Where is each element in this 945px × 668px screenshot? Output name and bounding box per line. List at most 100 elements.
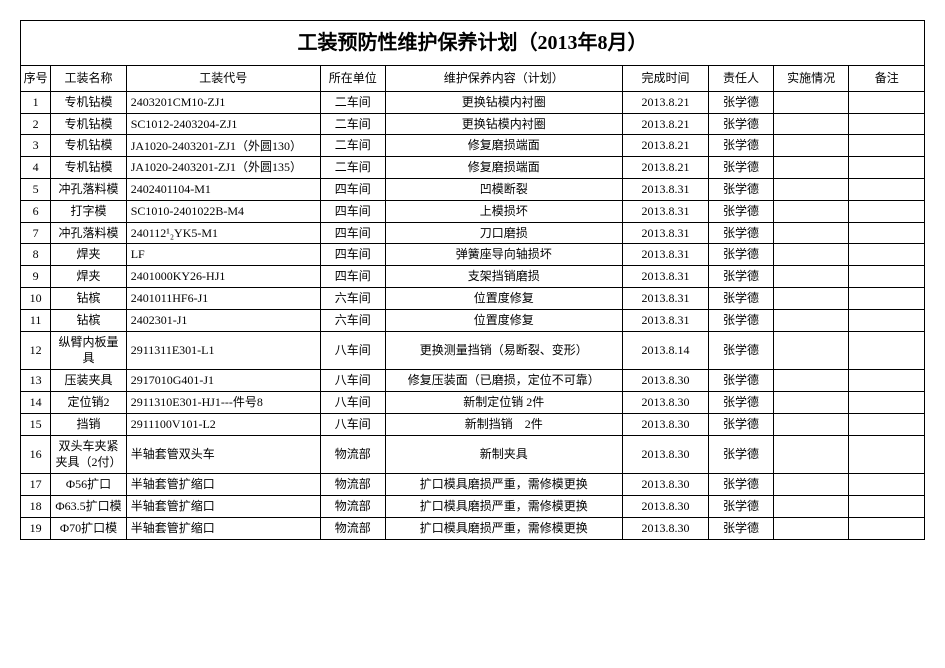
cell-seq: 19	[21, 517, 51, 539]
cell-code: 240112¹₂YK5-M1	[126, 222, 320, 244]
cell-dept: 八车间	[320, 331, 385, 370]
cell-name: 专机钻模	[51, 135, 127, 157]
table-row: 7冲孔落料模240112¹₂YK5-M1四车间刀口磨损2013.8.31张学德	[21, 222, 925, 244]
cell-seq: 2	[21, 113, 51, 135]
table-row: 10钻槟2401011HF6-J1六车间位置度修复2013.8.31张学德	[21, 287, 925, 309]
cell-time: 2013.8.31	[622, 222, 708, 244]
cell-name: Ф56扩口	[51, 474, 127, 496]
cell-dept: 四车间	[320, 178, 385, 200]
cell-seq: 5	[21, 178, 51, 200]
cell-time: 2013.8.30	[622, 370, 708, 392]
cell-name: 压装夹具	[51, 370, 127, 392]
cell-seq: 7	[21, 222, 51, 244]
cell-person: 张学德	[709, 91, 774, 113]
cell-content: 修复压装面（已磨损，定位不可靠）	[385, 370, 622, 392]
cell-remark	[849, 178, 925, 200]
cell-content: 支架挡销磨损	[385, 266, 622, 288]
cell-time: 2013.8.31	[622, 178, 708, 200]
cell-time: 2013.8.31	[622, 266, 708, 288]
table-row: 5冲孔落料模2402401104-M1四车间凹模断裂2013.8.31张学德	[21, 178, 925, 200]
cell-code: 2911100V101-L2	[126, 413, 320, 435]
cell-content: 位置度修复	[385, 287, 622, 309]
cell-status	[773, 495, 849, 517]
cell-time: 2013.8.21	[622, 157, 708, 179]
cell-seq: 9	[21, 266, 51, 288]
table-row: 19Ф70扩口模半轴套管扩缩口物流部扩口模具磨损严重，需修模更换2013.8.3…	[21, 517, 925, 539]
cell-remark	[849, 495, 925, 517]
cell-dept: 四车间	[320, 244, 385, 266]
cell-remark	[849, 474, 925, 496]
cell-content: 更换钻模内衬圈	[385, 91, 622, 113]
cell-person: 张学德	[709, 266, 774, 288]
document-container: 工装预防性维护保养计划（2013年8月） 序号工装名称工装代号所在单位维护保养内…	[20, 20, 925, 540]
cell-content: 扩口模具磨损严重，需修模更换	[385, 474, 622, 496]
cell-time: 2013.8.21	[622, 135, 708, 157]
cell-status	[773, 266, 849, 288]
cell-remark	[849, 157, 925, 179]
cell-seq: 8	[21, 244, 51, 266]
cell-name: 专机钻模	[51, 113, 127, 135]
cell-time: 2013.8.30	[622, 435, 708, 474]
table-row: 1专机钻模2403201CM10-ZJ1二车间更换钻模内衬圈2013.8.21张…	[21, 91, 925, 113]
cell-status	[773, 178, 849, 200]
cell-code: 2911310E301-HJ1---件号8	[126, 391, 320, 413]
cell-status	[773, 287, 849, 309]
col-header-content: 维护保养内容（计划）	[385, 66, 622, 92]
cell-code: 2917010G401-J1	[126, 370, 320, 392]
cell-time: 2013.8.30	[622, 517, 708, 539]
cell-time: 2013.8.31	[622, 244, 708, 266]
cell-person: 张学德	[709, 113, 774, 135]
cell-person: 张学德	[709, 474, 774, 496]
cell-name: 钻槟	[51, 309, 127, 331]
cell-content: 刀口磨损	[385, 222, 622, 244]
cell-name: Ф70扩口模	[51, 517, 127, 539]
cell-dept: 二车间	[320, 135, 385, 157]
cell-person: 张学德	[709, 244, 774, 266]
cell-name: 专机钻模	[51, 91, 127, 113]
cell-code: 2401000KY26-HJ1	[126, 266, 320, 288]
cell-seq: 12	[21, 331, 51, 370]
cell-seq: 10	[21, 287, 51, 309]
table-row: 13压装夹具2917010G401-J1八车间修复压装面（已磨损，定位不可靠）2…	[21, 370, 925, 392]
cell-time: 2013.8.30	[622, 391, 708, 413]
cell-dept: 二车间	[320, 113, 385, 135]
cell-dept: 物流部	[320, 435, 385, 474]
cell-code: JA1020-2403201-ZJ1（外圆135）	[126, 157, 320, 179]
cell-status	[773, 309, 849, 331]
cell-seq: 15	[21, 413, 51, 435]
cell-dept: 六车间	[320, 309, 385, 331]
cell-name: 钻槟	[51, 287, 127, 309]
cell-status	[773, 244, 849, 266]
cell-person: 张学德	[709, 287, 774, 309]
cell-person: 张学德	[709, 200, 774, 222]
cell-dept: 二车间	[320, 91, 385, 113]
cell-remark	[849, 200, 925, 222]
cell-name: Ф63.5扩口模	[51, 495, 127, 517]
cell-content: 上模损坏	[385, 200, 622, 222]
cell-name: 双头车夹紧夹具（2付）	[51, 435, 127, 474]
cell-remark	[849, 222, 925, 244]
cell-remark	[849, 370, 925, 392]
cell-dept: 八车间	[320, 370, 385, 392]
cell-time: 2013.8.30	[622, 474, 708, 496]
cell-person: 张学德	[709, 495, 774, 517]
cell-code: JA1020-2403201-ZJ1（外圆130）	[126, 135, 320, 157]
table-row: 17Ф56扩口半轴套管扩缩口物流部扩口模具磨损严重，需修模更换2013.8.30…	[21, 474, 925, 496]
cell-name: 打字模	[51, 200, 127, 222]
table-row: 9焊夹2401000KY26-HJ1四车间支架挡销磨损2013.8.31张学德	[21, 266, 925, 288]
cell-remark	[849, 287, 925, 309]
cell-name: 专机钻模	[51, 157, 127, 179]
cell-content: 扩口模具磨损严重，需修模更换	[385, 517, 622, 539]
cell-dept: 八车间	[320, 413, 385, 435]
cell-code: 2911311E301-L1	[126, 331, 320, 370]
cell-name: 冲孔落料模	[51, 222, 127, 244]
cell-name: 纵臂内板量具	[51, 331, 127, 370]
cell-remark	[849, 517, 925, 539]
cell-name: 焊夹	[51, 244, 127, 266]
cell-content: 新制夹具	[385, 435, 622, 474]
table-row: 3专机钻模JA1020-2403201-ZJ1（外圆130）二车间修复磨损端面2…	[21, 135, 925, 157]
cell-remark	[849, 244, 925, 266]
cell-dept: 物流部	[320, 517, 385, 539]
table-row: 16双头车夹紧夹具（2付）半轴套管双头车物流部新制夹具2013.8.30张学德	[21, 435, 925, 474]
cell-content: 弹簧座导向轴损坏	[385, 244, 622, 266]
